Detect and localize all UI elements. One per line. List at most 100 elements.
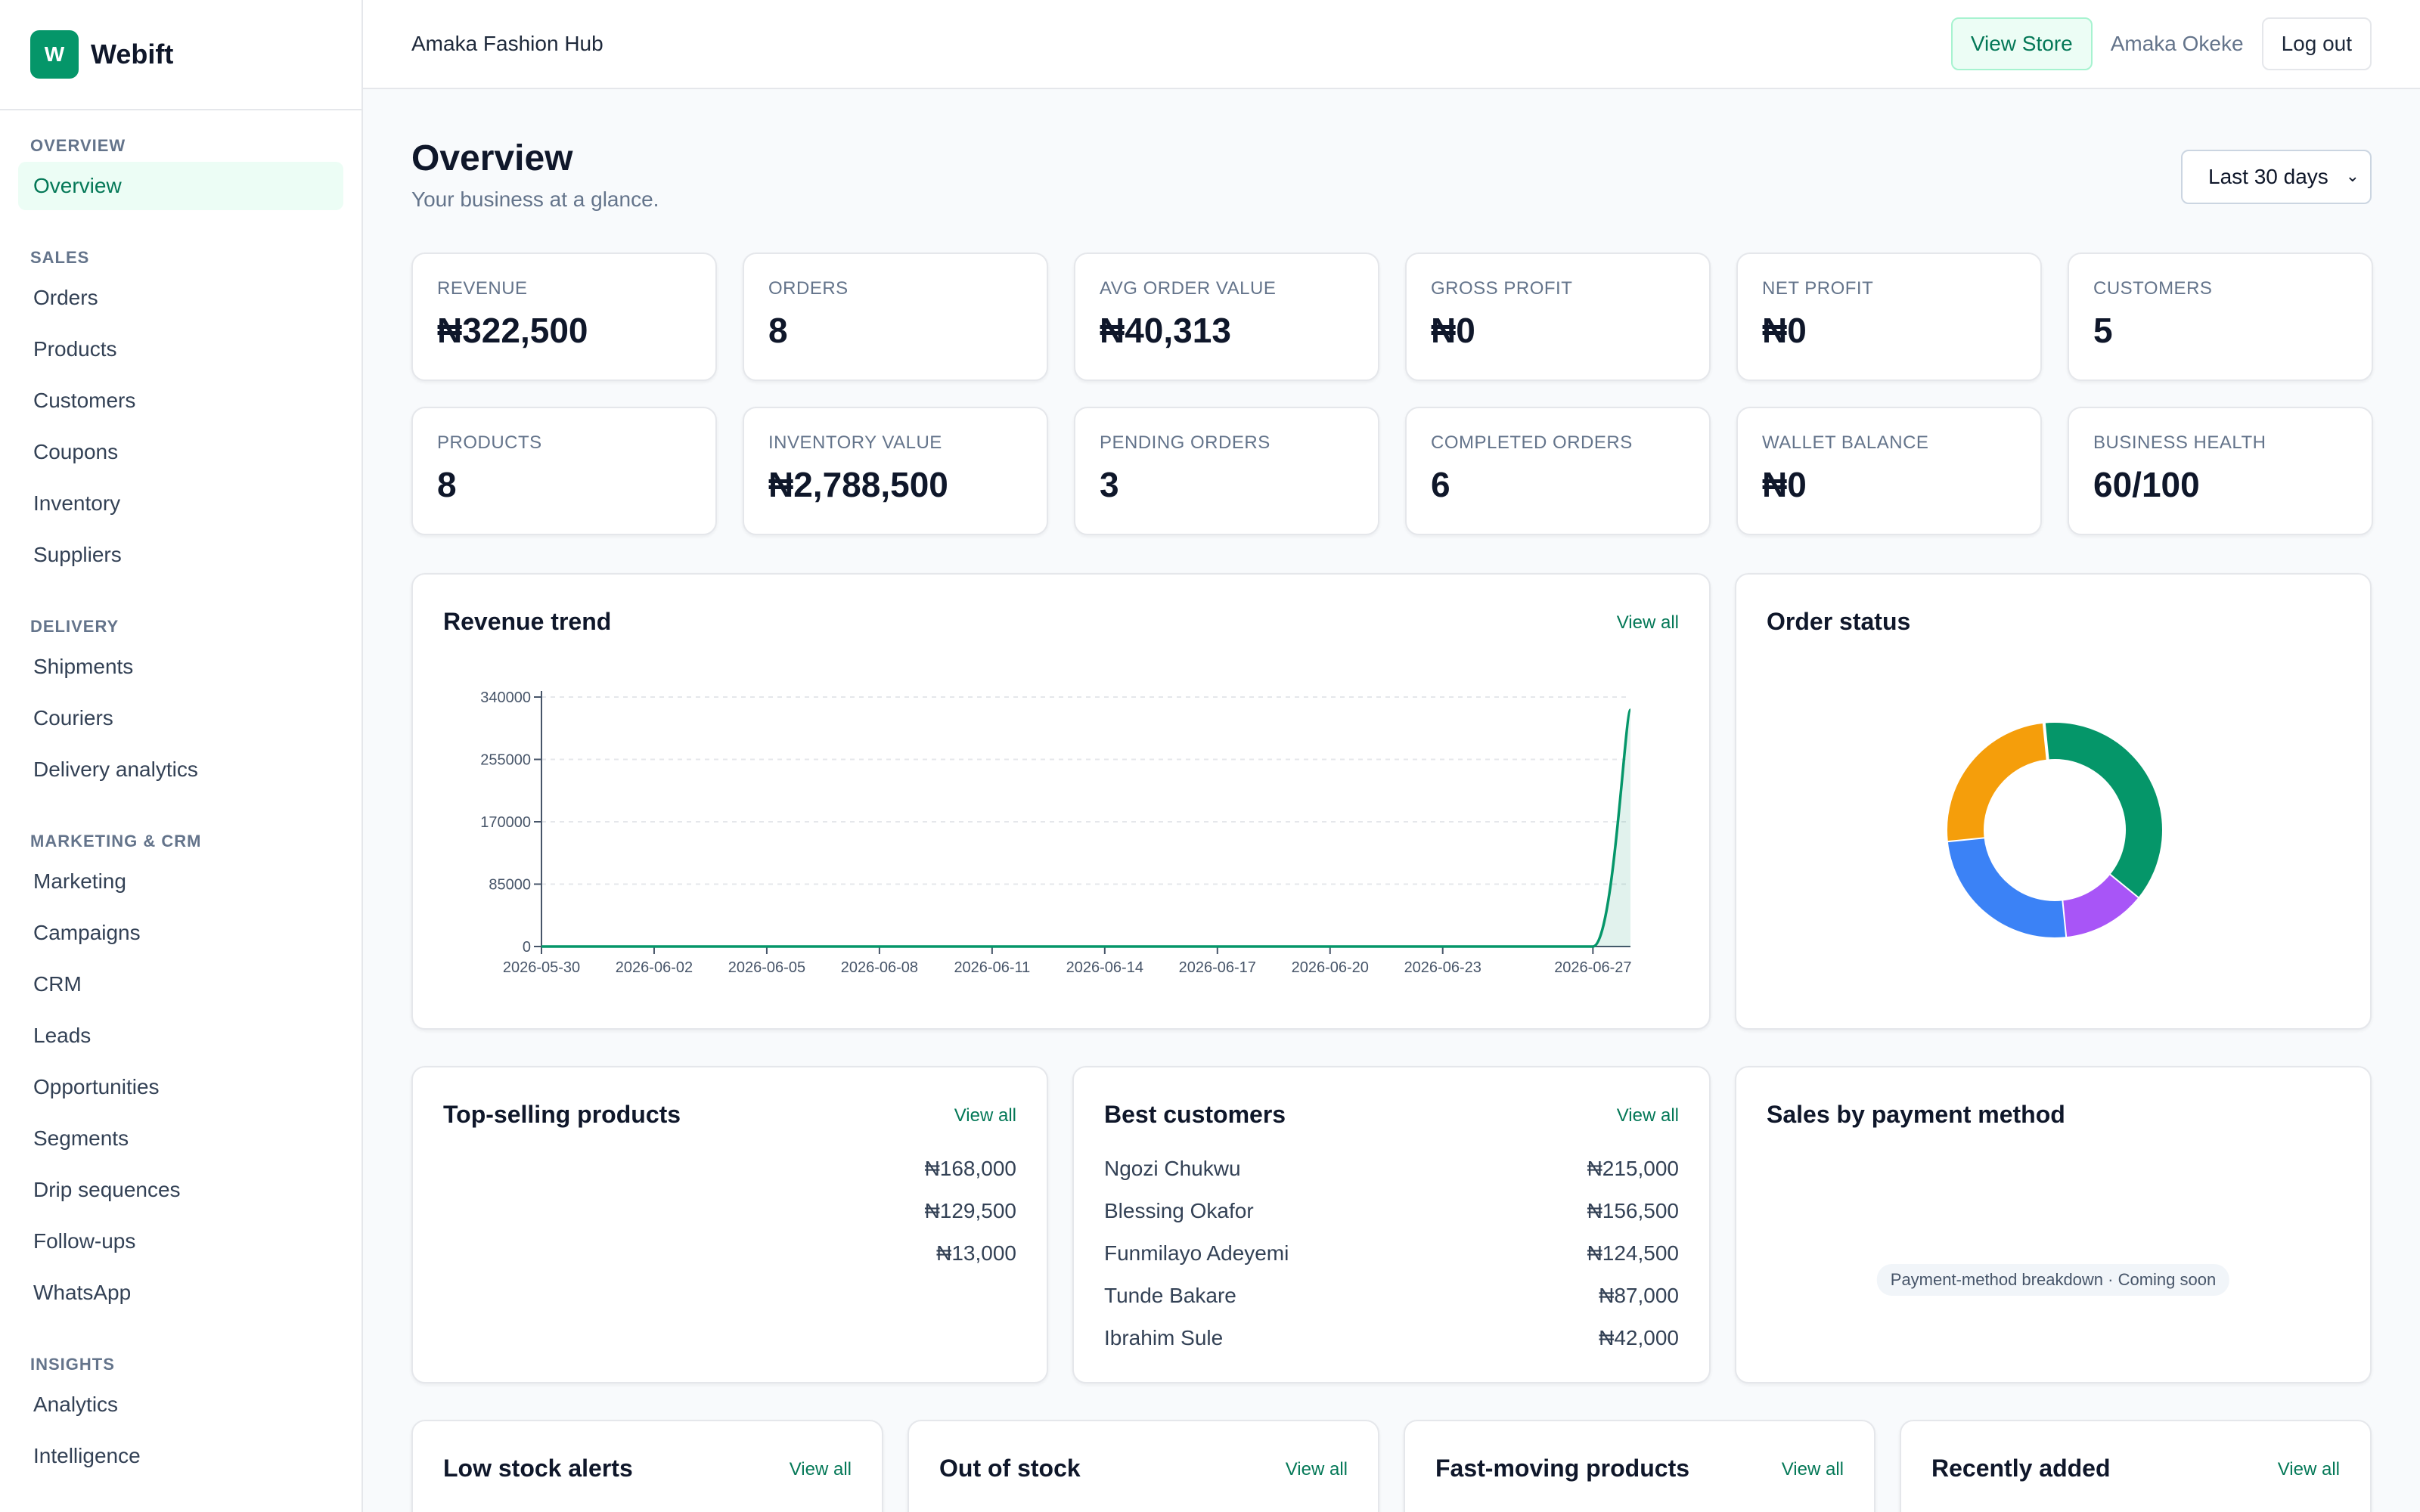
revenue-chart: 0 85000 170000 255000 340000 2026-05-30 2026-0… bbox=[480, 689, 1632, 976]
customer-amount: ₦42,000 bbox=[1599, 1326, 1679, 1349]
kpi-card-pending-orders: PENDING ORDERS 3 bbox=[1074, 407, 1379, 535]
sidebar-item-marketing[interactable]: Marketing bbox=[33, 869, 126, 893]
donut-slice[interactable] bbox=[2043, 723, 2162, 898]
x-tick-label: 2026-06-20 bbox=[1292, 959, 1369, 976]
coming-soon-badge: Payment-method breakdown · Coming soon bbox=[1876, 1264, 2230, 1296]
kpi-card-gross-profit: GROSS PROFIT ₦0 bbox=[1405, 253, 1711, 381]
sidebar-item-shipments[interactable]: Shipments bbox=[33, 655, 134, 678]
customer-name: Tunde Bakare bbox=[1104, 1284, 1236, 1307]
customer-amount: ₦156,500 bbox=[1587, 1199, 1679, 1222]
sidebar-item-crm[interactable]: CRM bbox=[33, 972, 82, 996]
fast-moving-card: Fast-moving products View all bbox=[1404, 1420, 1876, 1512]
sidebar-item-coupons[interactable]: Coupons bbox=[33, 440, 119, 463]
view-all-link[interactable]: View all bbox=[789, 1459, 852, 1479]
sidebar-section-title: SALES bbox=[30, 248, 90, 267]
card-title: Low stock alerts bbox=[443, 1455, 633, 1482]
top-products-card: Top-selling products View all ₦168,000 ₦… bbox=[411, 1066, 1048, 1383]
kpi-label: PRODUCTS bbox=[437, 432, 542, 453]
revenue-line bbox=[541, 708, 1632, 948]
sidebar-item-overview[interactable]: Overview bbox=[18, 162, 343, 210]
chevron-down-icon: ⌄ bbox=[2345, 166, 2360, 185]
card-title: Best customers bbox=[1104, 1101, 1286, 1128]
sidebar-item-drip-sequences[interactable]: Drip sequences bbox=[33, 1178, 181, 1201]
kpi-value: 3 bbox=[1100, 465, 1119, 504]
kpi-value: ₦40,313 bbox=[1100, 311, 1231, 350]
kpi-value: ₦2,788,500 bbox=[768, 465, 948, 504]
sidebar-item-intelligence[interactable]: Intelligence bbox=[33, 1444, 141, 1467]
donut-slice[interactable] bbox=[1947, 836, 2066, 937]
list-item: ₦129,500 bbox=[443, 1196, 1016, 1226]
brand[interactable]: W Webift bbox=[0, 0, 361, 110]
kpi-card-avg-order-value: AVG ORDER VALUE ₦40,313 bbox=[1074, 253, 1379, 381]
page-title: Overview bbox=[411, 138, 573, 178]
sidebar-nav: OVERVIEW Overview SALES Orders Products Custo… bbox=[0, 110, 361, 1507]
donut-slice[interactable] bbox=[2061, 874, 2138, 937]
low-stock-card: Low stock alerts View all bbox=[411, 1420, 883, 1512]
view-all-link[interactable]: View all bbox=[2277, 1459, 2340, 1479]
user-name: Amaka Okeke bbox=[2110, 32, 2244, 55]
order-status-donut bbox=[1946, 721, 2162, 939]
card-title: Fast-moving products bbox=[1435, 1455, 1690, 1482]
sidebar-item-delivery-analytics[interactable]: Delivery analytics bbox=[33, 758, 198, 781]
x-tick-label: 2026-06-11 bbox=[954, 959, 1030, 976]
donut-separator bbox=[2107, 872, 2140, 900]
sidebar-item-opportunities[interactable]: Opportunities bbox=[33, 1075, 160, 1098]
y-tick-label: 340000 bbox=[480, 689, 531, 706]
sidebar-item-products[interactable]: Products bbox=[33, 337, 117, 361]
revenue-area bbox=[541, 709, 1630, 947]
recently-added-card: Recently added View all bbox=[1900, 1420, 2372, 1512]
y-tick-label: 170000 bbox=[480, 814, 531, 831]
kpi-value: ₦0 bbox=[1431, 311, 1475, 350]
kpi-label: INVENTORY VALUE bbox=[768, 432, 942, 453]
y-tick-label: 85000 bbox=[489, 877, 531, 894]
donut-slice[interactable] bbox=[1947, 723, 2049, 841]
view-all-link[interactable]: View all bbox=[1285, 1459, 1348, 1479]
sidebar-item-suppliers[interactable]: Suppliers bbox=[33, 543, 122, 566]
customer-name: Ibrahim Sule bbox=[1104, 1326, 1224, 1349]
kpi-card-completed-orders: COMPLETED ORDERS 6 bbox=[1405, 407, 1711, 535]
kpi-value: ₦322,500 bbox=[437, 311, 588, 350]
date-range-select[interactable]: Last 30 days ⌄ bbox=[2181, 150, 2372, 204]
x-tick-label: 2026-06-02 bbox=[616, 959, 693, 976]
brand-logo: W bbox=[30, 30, 79, 79]
x-tick-label: 2026-06-27 bbox=[1554, 959, 1631, 976]
sidebar-item-analytics[interactable]: Analytics bbox=[33, 1393, 119, 1416]
kpi-card-revenue: REVENUE ₦322,500 bbox=[411, 253, 717, 381]
kpi-label: REVENUE bbox=[437, 278, 528, 299]
x-tick-label: 2026-06-17 bbox=[1179, 959, 1256, 976]
kpi-value: 6 bbox=[1431, 465, 1450, 504]
y-tick-label: 255000 bbox=[480, 752, 531, 769]
view-all-link[interactable]: View all bbox=[1616, 1105, 1679, 1126]
logout-button[interactable]: Log out bbox=[2261, 17, 2372, 70]
view-all-link[interactable]: View all bbox=[954, 1105, 1016, 1126]
customer-name: Funmilayo Adeyemi bbox=[1104, 1241, 1289, 1265]
x-tick-label: 2026-06-08 bbox=[841, 959, 918, 976]
kpi-value: 8 bbox=[437, 465, 457, 504]
revenue-trend-card: Revenue trend View all 0 85000 170000 25500… bbox=[411, 573, 1711, 1030]
sidebar-item-couriers[interactable]: Couriers bbox=[33, 706, 113, 730]
customer-amount: ₦124,500 bbox=[1587, 1241, 1679, 1265]
sidebar-item-customers[interactable]: Customers bbox=[33, 389, 136, 412]
list-item: Tunde Bakare ₦87,000 bbox=[1104, 1281, 1679, 1311]
sidebar-item-whatsapp[interactable]: WhatsApp bbox=[33, 1281, 132, 1304]
page-subtitle: Your business at a glance. bbox=[411, 187, 659, 211]
kpi-value: 5 bbox=[2093, 311, 2113, 350]
sidebar-item-inventory[interactable]: Inventory bbox=[33, 491, 121, 515]
sidebar-item-leads[interactable]: Leads bbox=[33, 1024, 92, 1047]
sidebar-item-segments[interactable]: Segments bbox=[33, 1126, 129, 1150]
kpi-label: AVG ORDER VALUE bbox=[1100, 278, 1277, 299]
product-amount: ₦168,000 bbox=[924, 1157, 1016, 1180]
sidebar-section-title: DELIVERY bbox=[30, 617, 119, 636]
sidebar-item-orders[interactable]: Orders bbox=[33, 286, 98, 309]
kpi-label: WALLET BALANCE bbox=[1762, 432, 1929, 453]
view-all-link[interactable]: View all bbox=[1616, 612, 1679, 633]
kpi-value: ₦0 bbox=[1762, 465, 1807, 504]
sidebar: W Webift OVERVIEW Overview SALES Orders Prod… bbox=[0, 0, 363, 1512]
kpi-label: NET PROFIT bbox=[1762, 278, 1874, 299]
x-tick-label: 2026-06-23 bbox=[1404, 959, 1481, 976]
view-all-link[interactable]: View all bbox=[1781, 1459, 1844, 1479]
donut-separator bbox=[2042, 721, 2049, 761]
sidebar-item-campaigns[interactable]: Campaigns bbox=[33, 921, 141, 944]
view-store-button[interactable]: View Store bbox=[1950, 17, 2093, 70]
sidebar-item-follow-ups[interactable]: Follow-ups bbox=[33, 1229, 136, 1253]
